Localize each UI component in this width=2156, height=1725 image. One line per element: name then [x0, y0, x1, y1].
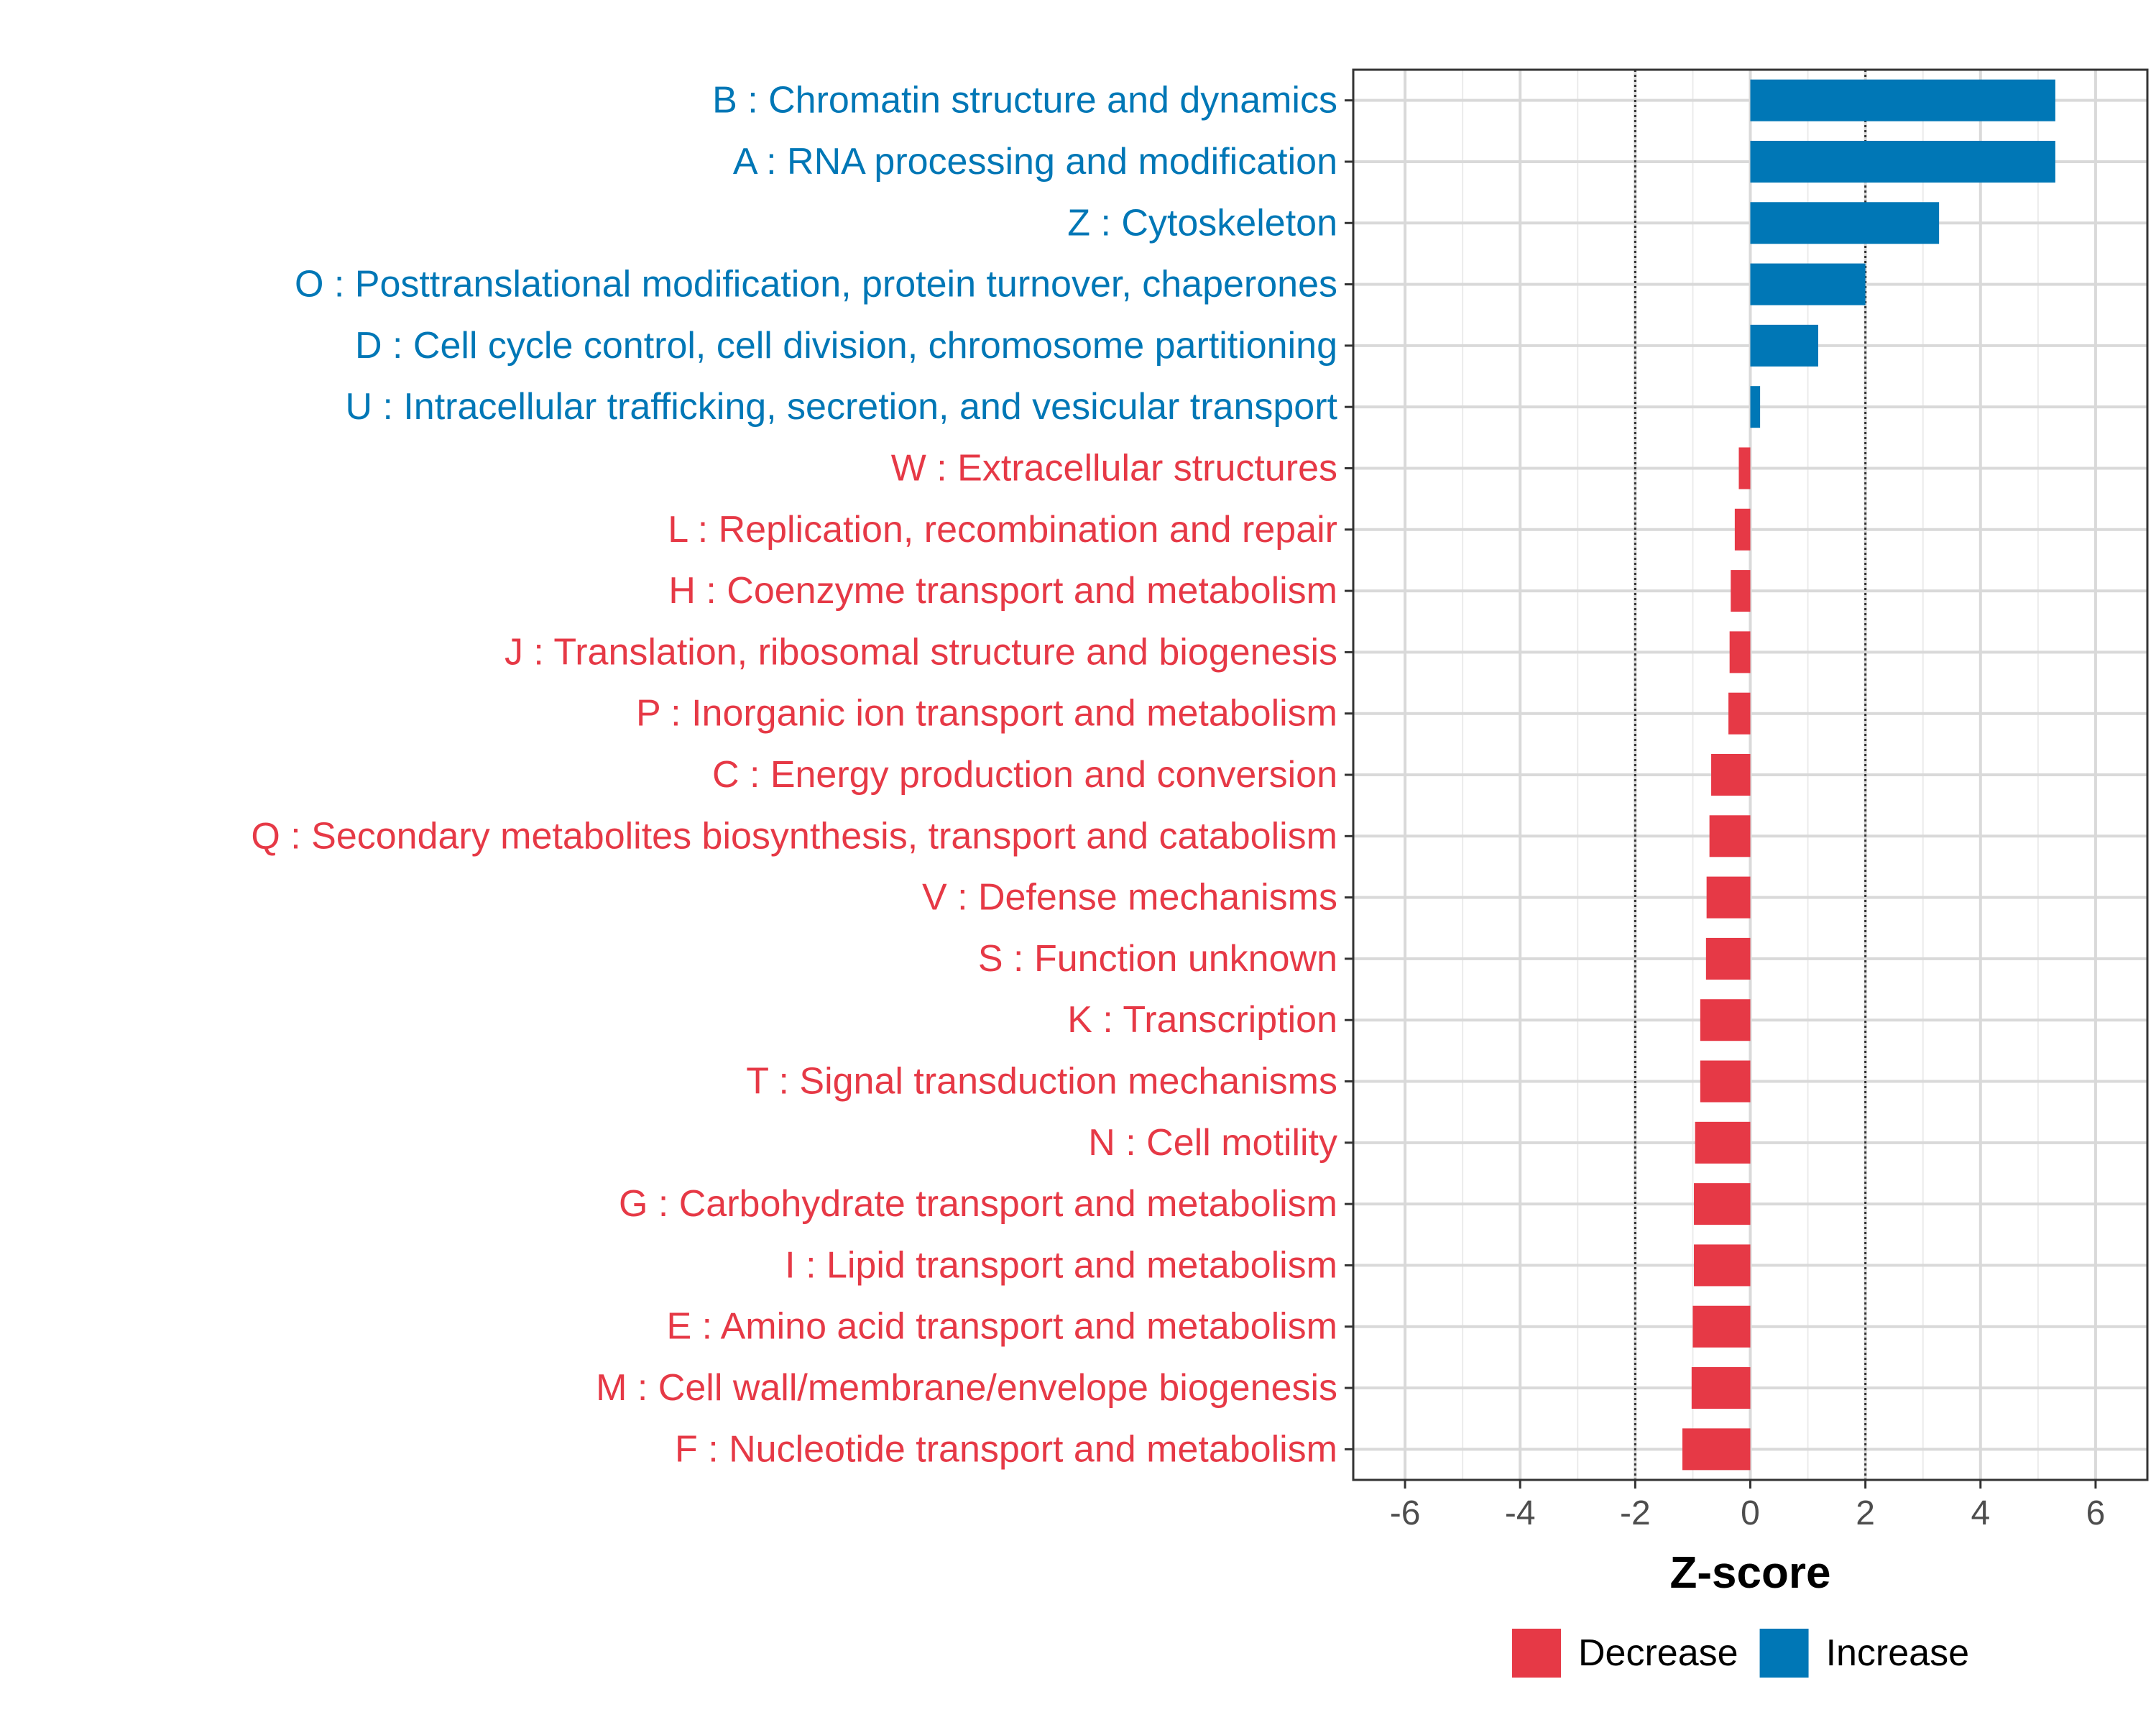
bar	[1691, 1367, 1751, 1409]
x-tick-label: 2	[1856, 1494, 1875, 1532]
bar	[1705, 937, 1751, 980]
bar	[1731, 570, 1751, 612]
bar	[1750, 263, 1866, 305]
category-label: V : Defense mechanisms	[922, 877, 1337, 919]
category-label: J : Translation, ribosomal structure and…	[505, 631, 1337, 673]
bar	[1695, 1121, 1751, 1164]
bar	[1711, 753, 1751, 796]
category-label: C : Energy production and conversion	[712, 754, 1337, 796]
x-axis-ticks: -6 -4 -2 0 2 4 6	[1390, 1480, 2106, 1532]
bar	[1682, 1428, 1751, 1471]
bar	[1750, 140, 2055, 183]
x-tick-label: -4	[1505, 1494, 1536, 1532]
bar	[1709, 815, 1751, 857]
bar	[1750, 79, 2055, 121]
legend-key	[1759, 1629, 1809, 1678]
category-label: I : Lipid transport and metabolism	[785, 1244, 1337, 1286]
y-axis-category-labels: B : Chromatin structure and dynamics A : …	[251, 80, 1337, 1471]
legend: Decrease Increase	[1512, 1629, 1969, 1678]
category-label: T : Signal transduction mechanisms	[746, 1061, 1337, 1103]
category-label: P : Inorganic ion transport and metaboli…	[636, 693, 1337, 735]
bar	[1694, 1244, 1751, 1287]
category-label: K : Transcription	[1067, 999, 1337, 1041]
bar	[1692, 1305, 1751, 1348]
bar	[1700, 1060, 1751, 1103]
bar	[1738, 447, 1751, 489]
legend-label: Decrease	[1578, 1632, 1738, 1674]
category-label: N : Cell motility	[1088, 1122, 1337, 1164]
category-label: U : Intracellular trafficking, secretion…	[345, 386, 1337, 428]
bar	[1728, 692, 1751, 735]
reference-lines	[1634, 70, 1867, 1480]
y-axis-ticks	[1345, 99, 1353, 1450]
x-tick-label: -6	[1390, 1494, 1421, 1532]
category-label: D : Cell cycle control, cell division, c…	[355, 325, 1337, 367]
x-axis-title: Z-score	[1670, 1548, 1831, 1598]
bar	[1700, 999, 1751, 1041]
category-label: Z : Cytoskeleton	[1067, 202, 1337, 244]
category-label: B : Chromatin structure and dynamics	[712, 80, 1337, 121]
bar	[1694, 1183, 1751, 1225]
category-label: S : Function unknown	[978, 938, 1337, 980]
bar	[1734, 508, 1751, 551]
bar	[1750, 202, 1940, 244]
legend-key	[1512, 1629, 1561, 1678]
category-label: W : Extracellular structures	[891, 447, 1337, 489]
bar	[1750, 324, 1818, 367]
category-label: O : Posttranslational modification, prot…	[295, 264, 1337, 305]
category-label: H : Coenzyme transport and metabolism	[668, 570, 1337, 612]
bar	[1706, 876, 1751, 919]
x-tick-label: -2	[1620, 1494, 1651, 1532]
bar	[1729, 631, 1751, 673]
x-tick-label: 0	[1741, 1494, 1760, 1532]
category-label: E : Amino acid transport and metabolism	[666, 1306, 1337, 1348]
category-label: G : Carbohydrate transport and metabolis…	[619, 1183, 1337, 1225]
bar	[1750, 386, 1761, 428]
legend-label: Increase	[1826, 1632, 1969, 1674]
category-label: A : RNA processing and modification	[733, 141, 1337, 183]
x-tick-label: 6	[2086, 1494, 2106, 1532]
x-tick-label: 4	[1971, 1494, 1990, 1532]
category-label: Q : Secondary metabolites biosynthesis, …	[251, 815, 1337, 857]
bars	[1682, 79, 2055, 1471]
category-label: F : Nucleotide transport and metabolism	[675, 1428, 1337, 1470]
category-label: L : Replication, recombination and repai…	[668, 509, 1337, 551]
category-label: M : Cell wall/membrane/envelope biogenes…	[596, 1367, 1337, 1409]
